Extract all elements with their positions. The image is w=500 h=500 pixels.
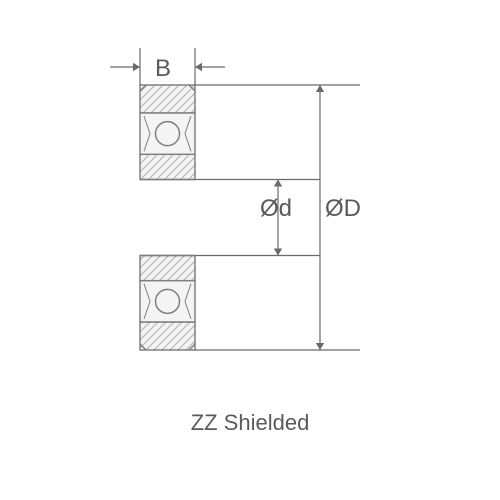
- label-bore-diameter-d: Ød: [260, 195, 292, 223]
- caption-text: ZZ Shielded: [0, 410, 500, 436]
- label-width-b: B: [155, 55, 171, 83]
- label-outer-diameter-D: ØD: [325, 195, 361, 223]
